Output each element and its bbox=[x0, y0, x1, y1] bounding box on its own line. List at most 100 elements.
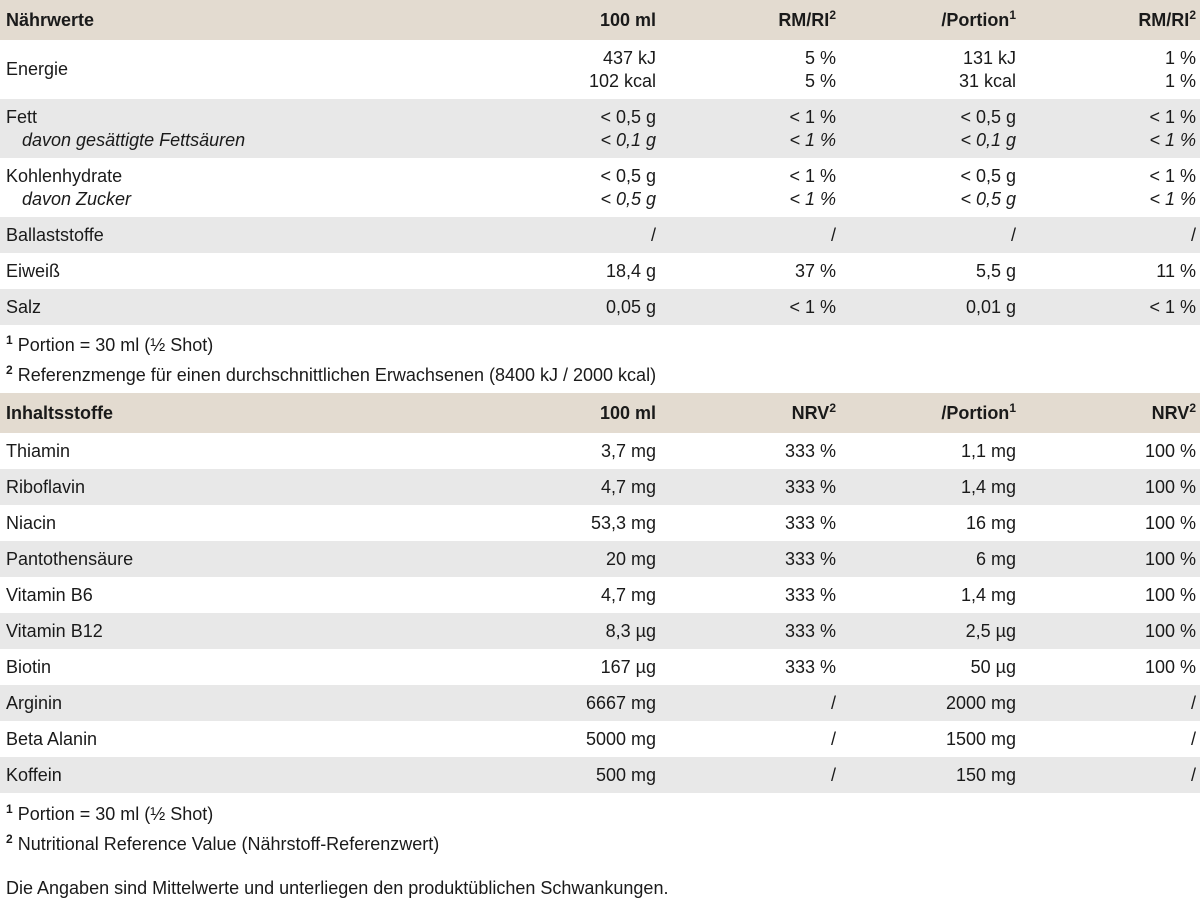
cell: / bbox=[1190, 728, 1196, 749]
table-row: Vitamin B6 4,7 mg 333 % 1,4 mg 100 % bbox=[0, 577, 1200, 613]
cell: < 0,5 g < 0,5 g bbox=[600, 165, 656, 209]
cell: 37 % bbox=[794, 260, 836, 281]
cell: < 1 % bbox=[789, 296, 836, 317]
cell: 100 % bbox=[1144, 440, 1196, 461]
cell: 333 % bbox=[784, 476, 836, 497]
table-row: Ballaststoffe / / / / bbox=[0, 217, 1200, 253]
header-nrv: NRV2 bbox=[791, 400, 836, 423]
cell: 20 mg bbox=[605, 548, 656, 569]
cell: < 1 % < 1 % bbox=[789, 165, 836, 209]
cell: 5,5 g bbox=[975, 260, 1016, 281]
cell: 5 % 5 % bbox=[804, 47, 836, 91]
cell: 0,05 g bbox=[605, 296, 656, 317]
cell: 2000 mg bbox=[945, 692, 1016, 713]
cell: 333 % bbox=[784, 440, 836, 461]
disclaimer-text: Die Angaben sind Mittelwerte und unterli… bbox=[6, 878, 669, 898]
cell: 100 % bbox=[1144, 476, 1196, 497]
table-row: Energie 437 kJ 102 kcal 5 % 5 % 131 kJ 31 k… bbox=[0, 40, 1200, 99]
ingredients-footnotes: 1 Portion = 30 ml (½ Shot) 2 Nutritional… bbox=[0, 793, 1200, 859]
cell: 5000 mg bbox=[585, 728, 656, 749]
cell: 4,7 mg bbox=[600, 584, 656, 605]
row-label: Niacin bbox=[6, 512, 57, 533]
row-label: Energie bbox=[6, 59, 69, 79]
row-label: Eiweiß bbox=[6, 260, 61, 281]
header-100ml: 100 ml bbox=[599, 402, 656, 423]
cell: / bbox=[1190, 692, 1196, 713]
cell: 1,4 mg bbox=[960, 476, 1016, 497]
header-nrv-portion: NRV2 bbox=[1151, 400, 1196, 423]
row-label: Vitamin B12 bbox=[6, 620, 103, 641]
row-label: Thiamin bbox=[6, 440, 71, 461]
cell: 0,01 g bbox=[965, 296, 1016, 317]
footnote: 1 Portion = 30 ml (½ Shot) bbox=[6, 802, 214, 824]
header-portion: /Portion1 bbox=[941, 400, 1016, 423]
cell: 333 % bbox=[784, 512, 836, 533]
row-label: Riboflavin bbox=[6, 476, 86, 497]
table-row: Pantothensäure 20 mg 333 % 6 mg 100 % bbox=[0, 541, 1200, 577]
cell: / bbox=[650, 224, 656, 245]
cell: / bbox=[830, 728, 836, 749]
table-row: Biotin 167 µg 333 % 50 µg 100 % bbox=[0, 649, 1200, 685]
cell: 150 mg bbox=[955, 764, 1016, 785]
table-row: Fett davon gesättigte Fettsäuren < 0,5 g <… bbox=[0, 99, 1200, 158]
cell: 8,3 µg bbox=[605, 620, 656, 641]
cell: 53,3 mg bbox=[590, 512, 656, 533]
cell: 167 µg bbox=[600, 656, 656, 677]
cell: 2,5 µg bbox=[965, 620, 1016, 641]
row-label: Beta Alanin bbox=[6, 728, 98, 749]
footnote: 2 Nutritional Reference Value (Nährstoff… bbox=[6, 832, 440, 854]
header-label: Inhaltsstoffe bbox=[6, 402, 114, 423]
cell: 100 % bbox=[1144, 656, 1196, 677]
cell: 333 % bbox=[784, 548, 836, 569]
footnote: 1 Portion = 30 ml (½ Shot) bbox=[6, 333, 214, 355]
cell: < 1 % < 1 % bbox=[1149, 165, 1196, 209]
cell: 100 % bbox=[1144, 584, 1196, 605]
cell: 100 % bbox=[1144, 620, 1196, 641]
cell: < 1 % < 1 % bbox=[789, 106, 836, 150]
cell: < 1 % < 1 % bbox=[1149, 106, 1196, 150]
cell: 1500 mg bbox=[945, 728, 1016, 749]
ingredients-table-body: Thiamin 3,7 mg 333 % 1,1 mg 100 % Ribofl… bbox=[0, 433, 1200, 793]
cell: / bbox=[830, 764, 836, 785]
cell: 11 % bbox=[1156, 260, 1196, 281]
cell: / bbox=[1010, 224, 1016, 245]
cell: 100 % bbox=[1144, 548, 1196, 569]
cell: 1,4 mg bbox=[960, 584, 1016, 605]
row-label: Fett davon gesättigte Fettsäuren bbox=[6, 106, 246, 150]
nutrition-table-header: Nährwerte 100 ml RM/RI2 /Portion1 RM/RI2 bbox=[0, 0, 1200, 40]
cell: 50 µg bbox=[970, 656, 1016, 677]
table-row: Niacin 53,3 mg 333 % 16 mg 100 % bbox=[0, 505, 1200, 541]
header-rmri: RM/RI2 bbox=[778, 7, 836, 30]
cell: < 0,5 g < 0,5 g bbox=[960, 165, 1016, 209]
header-label: Nährwerte bbox=[6, 9, 95, 30]
footnote: 2 Referenzmenge für einen durchschnittli… bbox=[6, 363, 657, 385]
cell: 333 % bbox=[784, 584, 836, 605]
ingredients-table: Inhaltsstoffe 100 ml NRV2 /Portion1 NRV2… bbox=[0, 393, 1200, 793]
table-row: Arginin 6667 mg / 2000 mg / bbox=[0, 685, 1200, 721]
cell: 18,4 g bbox=[605, 260, 656, 281]
table-row: Eiweiß 18,4 g 37 % 5,5 g 11 % bbox=[0, 253, 1200, 289]
cell: 333 % bbox=[784, 620, 836, 641]
cell: / bbox=[1190, 764, 1196, 785]
cell: < 0,5 g < 0,1 g bbox=[960, 106, 1016, 150]
cell: 6667 mg bbox=[585, 692, 656, 713]
header-rmri-portion: RM/RI2 bbox=[1138, 7, 1196, 30]
table-row: Kohlenhydrate davon Zucker < 0,5 g < 0,5 g… bbox=[0, 158, 1200, 217]
table-row: Riboflavin 4,7 mg 333 % 1,4 mg 100 % bbox=[0, 469, 1200, 505]
table-row: Vitamin B12 8,3 µg 333 % 2,5 µg 100 % bbox=[0, 613, 1200, 649]
row-label: Vitamin B6 bbox=[6, 584, 93, 605]
cell: 131 kJ 31 kcal bbox=[958, 47, 1016, 91]
cell: 16 mg bbox=[965, 512, 1016, 533]
cell: < 0,5 g < 0,1 g bbox=[600, 106, 656, 150]
table-row: Salz 0,05 g < 1 % 0,01 g < 1 % bbox=[0, 289, 1200, 325]
ingredients-table-header: Inhaltsstoffe 100 ml NRV2 /Portion1 NRV2 bbox=[0, 393, 1200, 433]
cell: / bbox=[830, 224, 836, 245]
row-label: Pantothensäure bbox=[6, 548, 134, 569]
cell: 3,7 mg bbox=[600, 440, 656, 461]
table-row: Thiamin 3,7 mg 333 % 1,1 mg 100 % bbox=[0, 433, 1200, 469]
cell: 333 % bbox=[784, 656, 836, 677]
cell: / bbox=[1190, 224, 1196, 245]
cell: / bbox=[830, 692, 836, 713]
cell: 1,1 mg bbox=[960, 440, 1016, 461]
